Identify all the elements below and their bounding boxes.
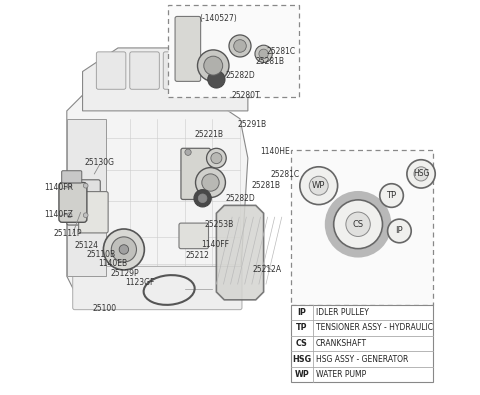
Circle shape: [111, 237, 136, 262]
Circle shape: [73, 214, 88, 228]
Circle shape: [67, 213, 72, 218]
FancyBboxPatch shape: [181, 148, 210, 199]
Circle shape: [388, 219, 411, 243]
Circle shape: [309, 176, 328, 195]
Text: 1140HE: 1140HE: [261, 147, 290, 156]
Circle shape: [194, 190, 211, 207]
Text: 25291B: 25291B: [237, 120, 266, 129]
Circle shape: [73, 151, 88, 165]
Polygon shape: [83, 48, 248, 111]
Circle shape: [407, 160, 435, 188]
Text: 25282D: 25282D: [225, 194, 255, 203]
Circle shape: [195, 167, 226, 198]
Text: HSG ASSY - GENERATOR: HSG ASSY - GENERATOR: [316, 355, 408, 364]
Circle shape: [84, 213, 88, 218]
Circle shape: [197, 50, 229, 81]
Circle shape: [259, 49, 268, 58]
FancyBboxPatch shape: [130, 52, 159, 89]
Text: IDLER PULLEY: IDLER PULLEY: [316, 308, 369, 317]
Text: 25280T: 25280T: [231, 92, 260, 100]
Circle shape: [119, 245, 129, 254]
Circle shape: [234, 40, 246, 52]
Circle shape: [198, 194, 207, 203]
Text: 1140EB: 1140EB: [99, 259, 128, 268]
FancyBboxPatch shape: [197, 52, 226, 89]
Circle shape: [300, 167, 337, 205]
Circle shape: [73, 182, 88, 197]
Text: TENSIONER ASSY - HYDRAULIC: TENSIONER ASSY - HYDRAULIC: [316, 324, 433, 333]
Text: 1140FR: 1140FR: [45, 183, 73, 192]
Circle shape: [202, 174, 219, 191]
Text: TP: TP: [386, 191, 396, 200]
FancyBboxPatch shape: [179, 223, 208, 249]
Text: CRANKSHAFT: CRANKSHAFT: [316, 339, 367, 348]
Text: CS: CS: [352, 220, 364, 229]
FancyBboxPatch shape: [175, 17, 201, 81]
Text: 25130G: 25130G: [84, 158, 115, 167]
Text: WP: WP: [312, 181, 325, 190]
Polygon shape: [216, 205, 264, 300]
Text: 25129P: 25129P: [111, 269, 139, 278]
FancyBboxPatch shape: [291, 150, 433, 305]
Text: 25281C: 25281C: [267, 47, 296, 56]
Text: IP: IP: [298, 308, 306, 317]
Text: 25212A: 25212A: [253, 265, 282, 274]
Text: 25281B: 25281B: [251, 181, 280, 190]
Text: 25281C: 25281C: [271, 170, 300, 179]
Text: 1140FF: 1140FF: [202, 240, 229, 249]
Circle shape: [204, 56, 223, 75]
Text: 25111P: 25111P: [54, 229, 82, 238]
Circle shape: [67, 183, 72, 188]
Text: IP: IP: [396, 226, 403, 235]
FancyBboxPatch shape: [67, 119, 106, 276]
Text: CS: CS: [296, 339, 308, 348]
Bar: [291, 305, 433, 382]
FancyBboxPatch shape: [168, 5, 299, 97]
Text: 25100: 25100: [92, 304, 116, 313]
Circle shape: [84, 183, 88, 188]
Text: HSG: HSG: [292, 355, 312, 364]
Text: 25221B: 25221B: [194, 130, 223, 139]
FancyBboxPatch shape: [79, 192, 108, 233]
Text: 1140FZ: 1140FZ: [45, 209, 73, 218]
Circle shape: [73, 246, 88, 260]
Text: 25212: 25212: [186, 251, 210, 260]
Circle shape: [185, 149, 191, 155]
Text: 25110B: 25110B: [87, 250, 116, 259]
Circle shape: [229, 35, 251, 57]
Circle shape: [346, 212, 370, 237]
FancyBboxPatch shape: [163, 52, 193, 89]
FancyBboxPatch shape: [59, 182, 87, 222]
FancyBboxPatch shape: [62, 171, 82, 183]
Text: WATER PUMP: WATER PUMP: [316, 370, 366, 379]
Text: TP: TP: [296, 324, 308, 333]
FancyBboxPatch shape: [67, 180, 100, 225]
Circle shape: [255, 45, 272, 62]
Circle shape: [208, 71, 225, 88]
FancyBboxPatch shape: [72, 266, 242, 310]
Circle shape: [211, 152, 222, 164]
Text: 25281B: 25281B: [255, 57, 284, 66]
Circle shape: [414, 167, 428, 181]
Polygon shape: [67, 87, 248, 308]
Text: HSG: HSG: [413, 169, 429, 179]
Circle shape: [334, 200, 383, 249]
Text: WP: WP: [295, 370, 310, 379]
Circle shape: [380, 184, 403, 207]
FancyBboxPatch shape: [96, 52, 126, 89]
Text: 25282D: 25282D: [225, 71, 255, 80]
Circle shape: [103, 229, 144, 270]
Text: (-140527): (-140527): [200, 14, 237, 23]
Text: 25253B: 25253B: [205, 220, 234, 229]
Circle shape: [206, 148, 226, 168]
Text: 1123GF: 1123GF: [125, 278, 154, 287]
Text: 25124: 25124: [74, 241, 98, 250]
